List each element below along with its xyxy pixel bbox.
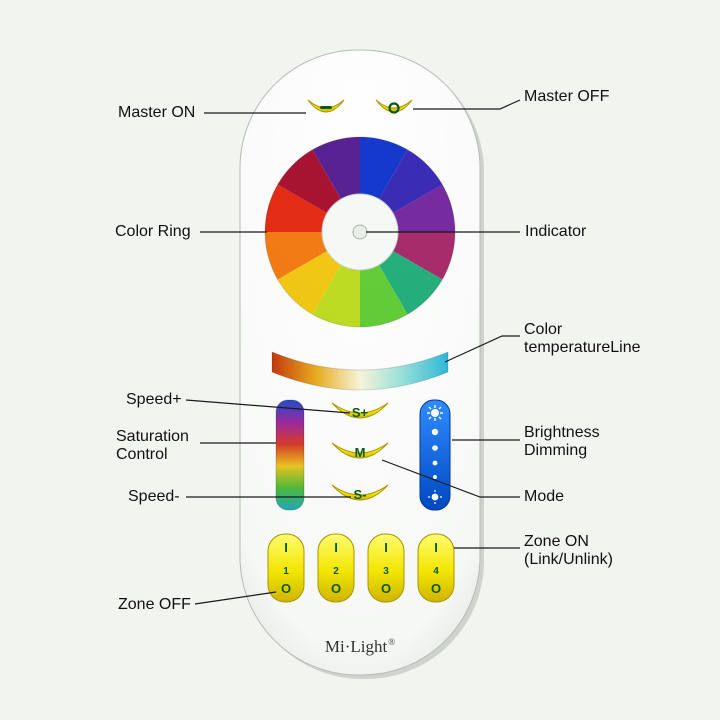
annotated-remote-diagram: S+ M S- I O 1 I O 2 I O 3 I: [0, 0, 720, 720]
label-saturation: SaturationControl: [116, 428, 189, 465]
brightness-slider[interactable]: [420, 400, 450, 510]
zone-1-off-glyph: O: [281, 581, 291, 596]
label-brightness: BrightnessDimming: [524, 424, 600, 461]
zone-3-num: 3: [383, 566, 389, 577]
label-color-temp: ColortemperatureLine: [524, 321, 641, 358]
label-indicator: Indicator: [525, 223, 586, 241]
zone-4-off-glyph: O: [431, 581, 441, 596]
saturation-slider[interactable]: [276, 400, 304, 510]
zone-2-off-glyph: O: [331, 581, 341, 596]
speed-plus-text: S+: [352, 405, 369, 420]
indicator-led: [353, 225, 367, 239]
zone-1-num: 1: [283, 566, 289, 577]
label-master-off: Master OFF: [524, 88, 609, 106]
label-speed-minus: Speed-: [128, 488, 180, 506]
mode-text: M: [355, 445, 366, 460]
zone-3-button[interactable]: I O 3: [368, 534, 404, 602]
label-master-on: Master ON: [118, 104, 195, 122]
zone-4-on-glyph: I: [434, 540, 438, 555]
zone-2-num: 2: [333, 566, 339, 577]
zone-2-on-glyph: I: [334, 540, 338, 555]
label-color-ring: Color Ring: [115, 223, 191, 241]
zone-4-button[interactable]: I O 4: [418, 534, 454, 602]
zone-4-num: 4: [433, 566, 439, 577]
zone-3-off-glyph: O: [381, 581, 391, 596]
label-mode: Mode: [524, 488, 564, 506]
label-zone-off: Zone OFF: [118, 596, 191, 614]
speed-minus-text: S-: [354, 487, 367, 502]
zone-3-on-glyph: I: [384, 540, 388, 555]
zone-1-on-glyph: I: [284, 540, 288, 555]
label-speed-plus: Speed+: [126, 391, 182, 409]
brand-logo: Mi·Light®: [325, 637, 395, 656]
zone-2-button[interactable]: I O 2: [318, 534, 354, 602]
label-zone-on: Zone ON(Link/Unlink): [524, 533, 613, 570]
